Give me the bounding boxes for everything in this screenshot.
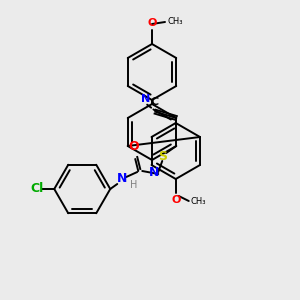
Text: H: H <box>130 180 138 190</box>
Text: N: N <box>149 166 159 179</box>
Text: Cl: Cl <box>31 182 44 196</box>
Text: N: N <box>141 94 150 104</box>
Text: O: O <box>147 18 157 28</box>
Text: CH₃: CH₃ <box>191 196 206 206</box>
Text: S: S <box>158 149 167 163</box>
Text: CH₃: CH₃ <box>167 16 182 26</box>
Text: N: N <box>117 172 128 185</box>
Text: C: C <box>150 97 158 107</box>
Text: O: O <box>128 140 139 153</box>
Text: O: O <box>171 195 180 205</box>
